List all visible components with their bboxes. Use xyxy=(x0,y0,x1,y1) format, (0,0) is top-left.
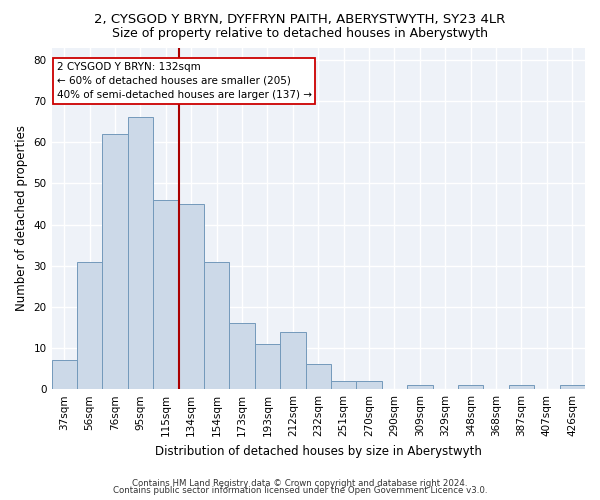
Bar xyxy=(560,385,585,389)
Bar xyxy=(153,200,179,389)
Bar xyxy=(280,332,305,389)
Bar xyxy=(509,385,534,389)
Text: Contains public sector information licensed under the Open Government Licence v3: Contains public sector information licen… xyxy=(113,486,487,495)
Y-axis label: Number of detached properties: Number of detached properties xyxy=(15,126,28,312)
Bar xyxy=(204,262,229,389)
Bar xyxy=(407,385,433,389)
Bar xyxy=(77,262,103,389)
Bar xyxy=(229,324,255,389)
Bar xyxy=(331,381,356,389)
Bar xyxy=(179,204,204,389)
Bar xyxy=(128,118,153,389)
Text: Size of property relative to detached houses in Aberystwyth: Size of property relative to detached ho… xyxy=(112,28,488,40)
Bar xyxy=(356,381,382,389)
Text: 2, CYSGOD Y BRYN, DYFFRYN PAITH, ABERYSTWYTH, SY23 4LR: 2, CYSGOD Y BRYN, DYFFRYN PAITH, ABERYST… xyxy=(94,12,506,26)
Text: 2 CYSGOD Y BRYN: 132sqm
← 60% of detached houses are smaller (205)
40% of semi-d: 2 CYSGOD Y BRYN: 132sqm ← 60% of detache… xyxy=(56,62,311,100)
X-axis label: Distribution of detached houses by size in Aberystwyth: Distribution of detached houses by size … xyxy=(155,444,482,458)
Bar xyxy=(103,134,128,389)
Text: Contains HM Land Registry data © Crown copyright and database right 2024.: Contains HM Land Registry data © Crown c… xyxy=(132,478,468,488)
Bar xyxy=(305,364,331,389)
Bar xyxy=(458,385,484,389)
Bar xyxy=(52,360,77,389)
Bar xyxy=(255,344,280,389)
